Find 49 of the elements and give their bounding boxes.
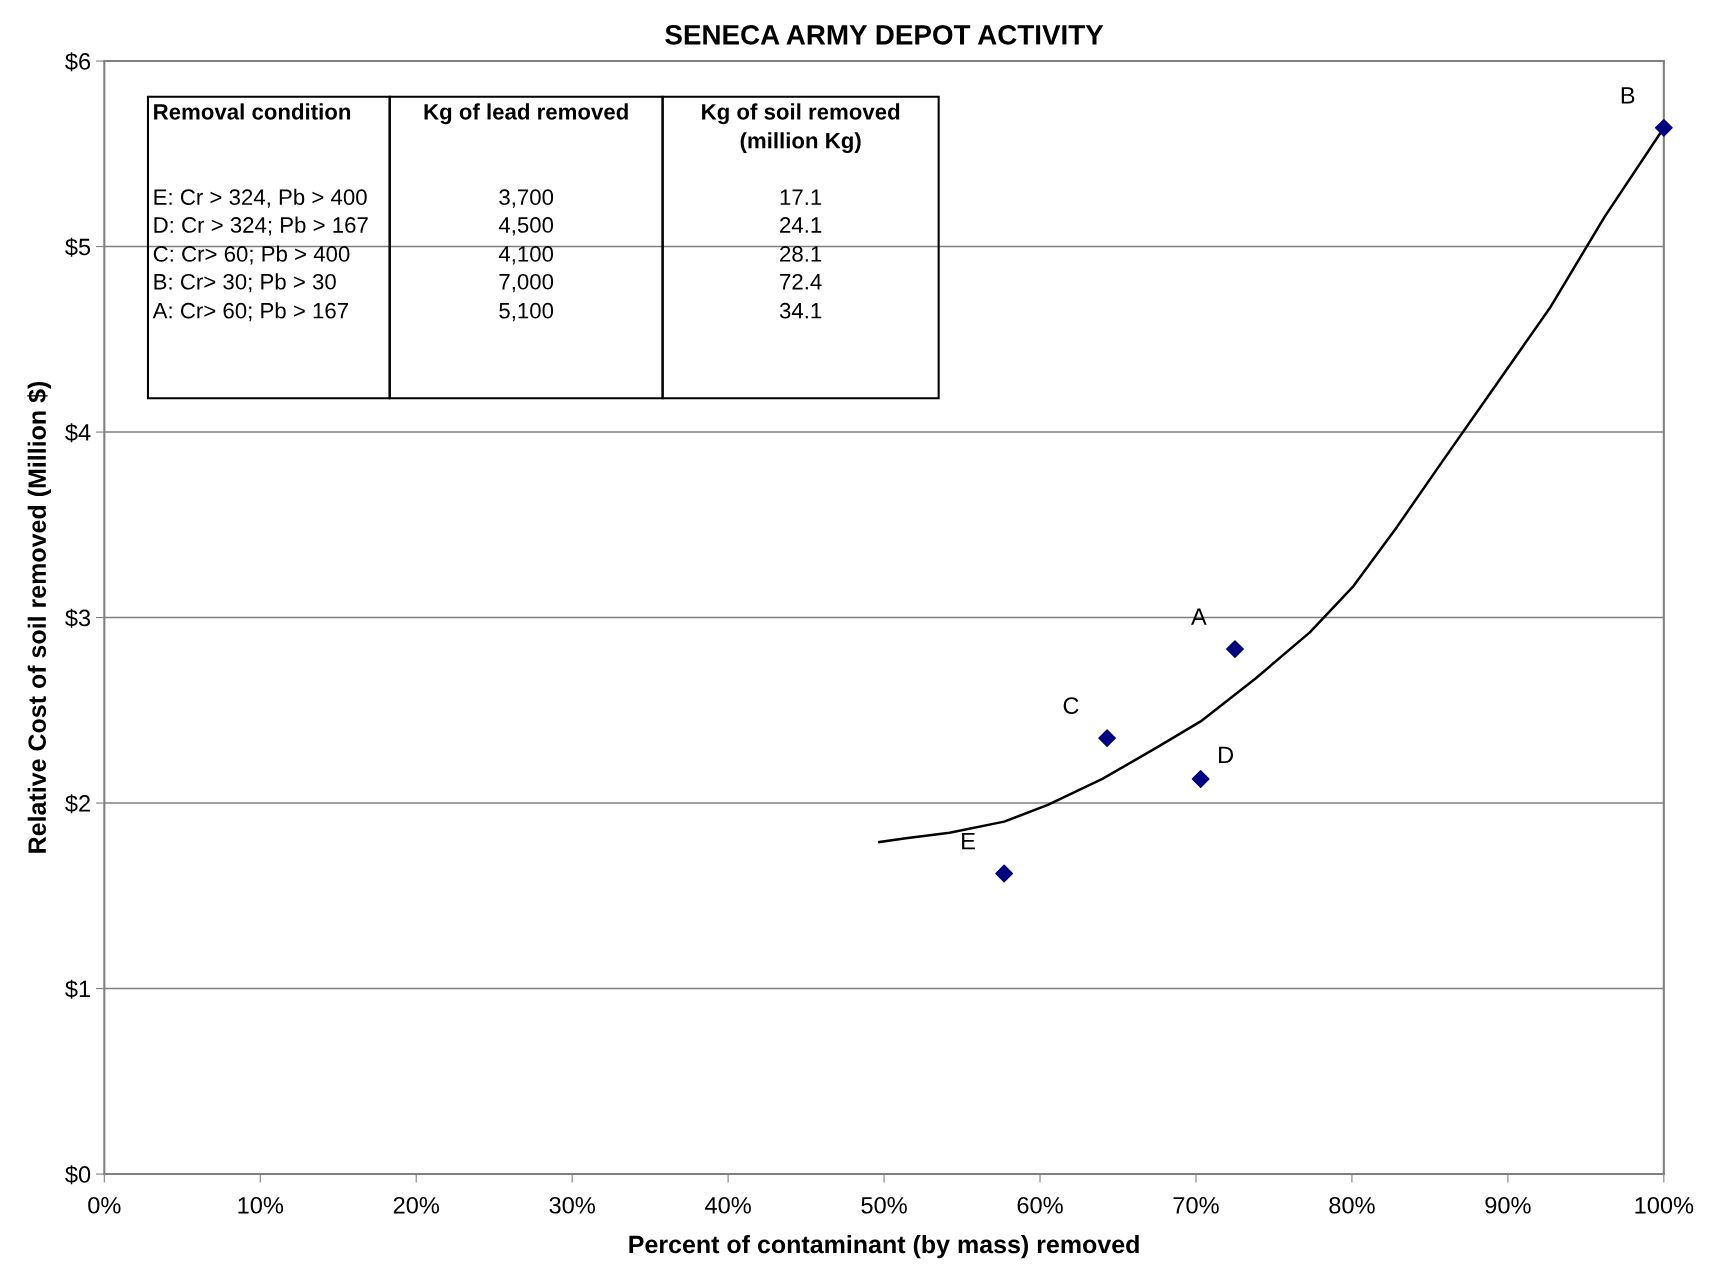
y-tick-label: $0: [65, 1165, 91, 1185]
annotation: D: Cr > 324; Pb > 167: [154, 216, 368, 236]
annotation: 34.1: [779, 302, 822, 319]
annotation: 28.1: [780, 246, 822, 262]
annotation: 24.1: [780, 217, 822, 233]
annotation: 4,500: [498, 217, 554, 236]
annotation: Removal condition: [154, 103, 351, 120]
annotation: 3,700: [499, 189, 554, 208]
annotation: C: [1063, 697, 1079, 715]
annotation: B: Cr> 30; Pb > 30: [154, 273, 336, 293]
annotation: A: [1191, 608, 1207, 625]
annotation: 5,100: [499, 302, 554, 322]
annotation: 4,100: [498, 246, 554, 265]
annotation: E: [962, 832, 975, 850]
annotation: D: [1219, 746, 1234, 763]
y-tick-label: $3: [65, 608, 91, 628]
point: [1191, 770, 1210, 788]
y-tick-label: $1: [65, 979, 90, 999]
annotation: E: Cr > 324, Pb > 400: [154, 188, 367, 208]
x-tick-label: 90%: [1485, 1196, 1531, 1214]
point: [1226, 640, 1244, 659]
point: [1098, 729, 1116, 748]
x-tick-label: 10%: [238, 1196, 284, 1214]
x-tick-label: 80%: [1329, 1196, 1375, 1214]
x-tick-label: 100%: [1635, 1196, 1694, 1214]
annotation: A: Cr> 60; Pb > 167: [152, 302, 348, 322]
y-axis-title: Relative Cost of soil removed (Million $): [27, 381, 51, 853]
y-tick-label: $2: [65, 794, 90, 814]
x-tick-label: 50%: [861, 1196, 907, 1214]
chart-title: SENECA ARMY DEPOT ACTIVITY: [665, 24, 1104, 45]
annotation: Kg of soil removed (million Kg): [702, 103, 900, 154]
x-tick-label: 20%: [393, 1196, 439, 1214]
x-tick-label: 40%: [705, 1196, 751, 1214]
annotation: Kg of lead removed: [424, 103, 628, 125]
annotation: C: Cr> 60; Pb > 400: [153, 245, 350, 265]
point: [995, 864, 1014, 883]
annotation: B: [1621, 87, 1635, 104]
annotation: 7,000: [499, 273, 554, 293]
x-tick-label: 60%: [1017, 1196, 1063, 1214]
annotation: 72.4: [780, 273, 822, 290]
x-tick-label: 30%: [549, 1196, 595, 1214]
x-tick-label: 0%: [88, 1196, 121, 1214]
y-tick-label: $6: [65, 52, 91, 72]
x-axis-title: Percent of contaminant (by mass) removed: [629, 1234, 1139, 1259]
y-tick-label: $4: [65, 423, 91, 443]
x-tick-label: 70%: [1173, 1196, 1219, 1214]
y-tick-label: $5: [65, 237, 91, 257]
point: [1654, 118, 1673, 137]
annotation: 17.1: [780, 189, 822, 205]
